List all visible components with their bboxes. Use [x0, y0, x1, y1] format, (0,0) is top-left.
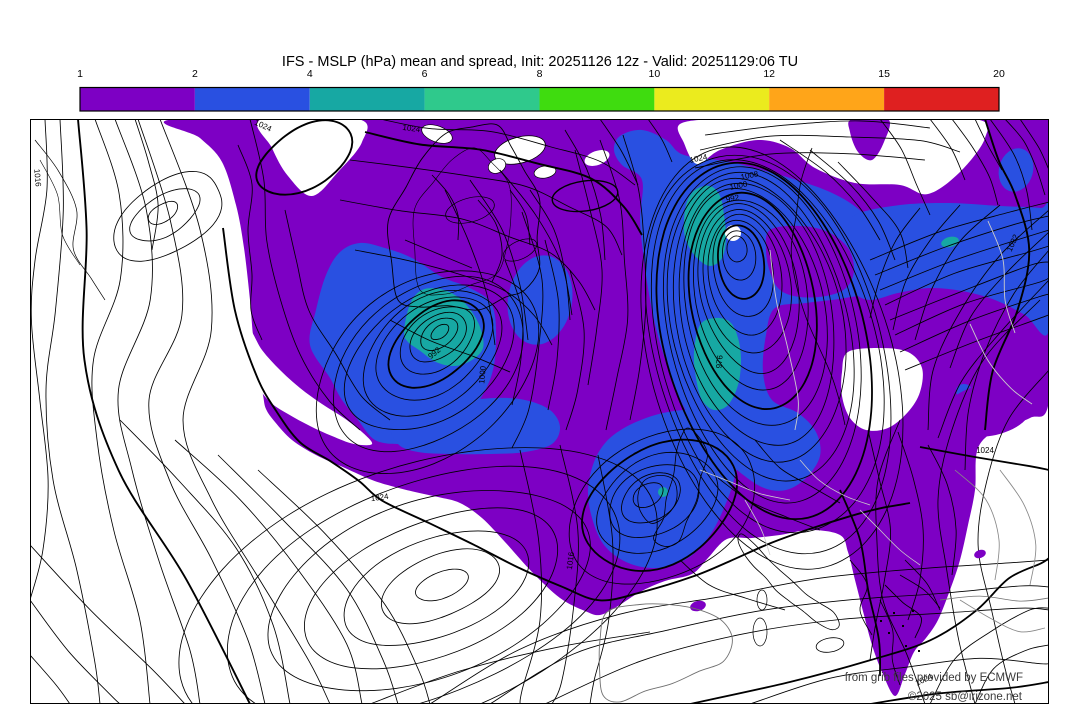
svg-text:20: 20 [993, 68, 1005, 80]
svg-text:2: 2 [192, 68, 198, 80]
svg-text:©2025 sb@irizone.net: ©2025 sb@irizone.net [908, 691, 1023, 703]
svg-text:from grib files provided by EC: from grib files provided by ECMWF [845, 672, 1023, 684]
svg-text:1016: 1016 [565, 551, 576, 570]
svg-text:1024: 1024 [976, 446, 994, 455]
svg-text:1: 1 [77, 68, 83, 80]
svg-text:IFS - MSLP (hPa) mean and spre: IFS - MSLP (hPa) mean and spread, Init: … [282, 54, 798, 70]
svg-text:10: 10 [649, 68, 661, 80]
svg-text:1008: 1008 [740, 169, 760, 182]
svg-text:1024: 1024 [689, 152, 709, 165]
svg-text:1016: 1016 [32, 169, 43, 188]
svg-text:8: 8 [537, 68, 543, 80]
svg-text:1000: 1000 [477, 365, 488, 384]
svg-text:976: 976 [714, 354, 724, 369]
svg-text:4: 4 [307, 68, 313, 80]
svg-text:1024: 1024 [402, 123, 421, 134]
svg-text:1024: 1024 [370, 492, 389, 503]
svg-text:1000: 1000 [729, 179, 749, 192]
svg-text:6: 6 [422, 68, 428, 80]
svg-text:15: 15 [878, 68, 890, 80]
svg-text:992: 992 [725, 193, 740, 204]
svg-text:12: 12 [763, 68, 775, 80]
